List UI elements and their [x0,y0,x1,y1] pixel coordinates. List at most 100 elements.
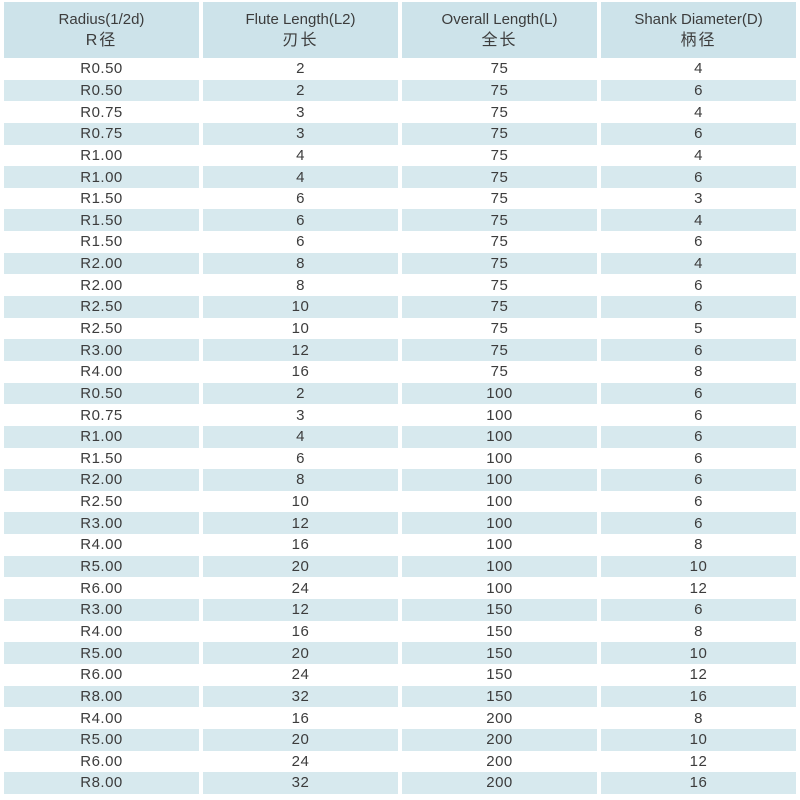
cell-overall-length: 75 [402,144,597,167]
cell-flute-length: 20 [203,728,398,751]
cell-radius: R8.00 [4,685,199,708]
cell-overall-length: 200 [402,728,597,751]
cell-flute-length: 24 [203,577,398,600]
cell-radius: R0.75 [4,101,199,123]
cell-overall-length: 100 [402,447,597,470]
cell-flute-length: 32 [203,772,398,794]
cell-flute-length: 16 [203,534,398,556]
table-row: R8.00 32 150 16 [4,685,796,708]
cell-radius: R1.50 [4,447,199,470]
cell-shank-diameter: 6 [601,404,796,426]
cell-flute-length: 3 [203,122,398,145]
cell-radius: R0.50 [4,58,199,80]
cell-radius: R3.00 [4,512,199,535]
cell-radius: R6.00 [4,577,199,600]
cell-shank-diameter: 6 [601,122,796,145]
cell-flute-length: 24 [203,663,398,686]
header-overall-length-zh: 全长 [481,32,518,49]
table-row: R0.50 2 100 6 [4,382,796,405]
header-shank-diameter-zh: 柄径 [680,32,717,49]
cell-shank-diameter: 16 [601,685,796,708]
cell-flute-length: 4 [203,425,398,448]
cell-flute-length: 6 [203,231,398,253]
cell-overall-length: 75 [402,317,597,340]
cell-overall-length: 150 [402,642,597,664]
cell-shank-diameter: 12 [601,577,796,600]
cell-shank-diameter: 10 [601,728,796,751]
cell-radius: R1.50 [4,231,199,253]
cell-overall-length: 75 [402,79,597,102]
cell-flute-length: 4 [203,166,398,188]
cell-flute-length: 12 [203,512,398,535]
table-row: R2.00 8 75 4 [4,252,796,275]
cell-flute-length: 2 [203,79,398,102]
cell-overall-length: 75 [402,274,597,297]
table-row: R1.50 6 75 4 [4,209,796,232]
header-flute-length-en: Flute Length(L2) [245,11,356,28]
cell-overall-length: 150 [402,599,597,621]
cell-overall-length: 75 [402,252,597,275]
cell-shank-diameter: 4 [601,144,796,167]
cell-shank-diameter: 8 [601,620,796,643]
table-row: R5.00 20 200 10 [4,728,796,751]
table-row: R3.00 12 150 6 [4,599,796,621]
table-row: R4.00 16 75 8 [4,360,796,383]
cell-shank-diameter: 8 [601,707,796,729]
cell-radius: R4.00 [4,620,199,643]
table-row: R1.50 6 75 6 [4,231,796,253]
cell-overall-length: 100 [402,469,597,491]
table-row: R0.75 3 75 4 [4,101,796,123]
cell-flute-length: 3 [203,404,398,426]
cell-shank-diameter: 10 [601,555,796,578]
cell-shank-diameter: 8 [601,360,796,383]
table-row: R2.50 10 100 6 [4,490,796,513]
table-row: R1.50 6 75 3 [4,187,796,210]
cell-overall-length: 100 [402,382,597,405]
table-row: R2.00 8 100 6 [4,469,796,491]
cell-overall-length: 75 [402,231,597,253]
cell-overall-length: 100 [402,404,597,426]
header-flute-length-zh: 刃长 [282,32,319,49]
cell-radius: R3.00 [4,339,199,361]
cell-shank-diameter: 8 [601,534,796,556]
cell-radius: R1.00 [4,425,199,448]
cell-overall-length: 75 [402,296,597,318]
cell-shank-diameter: 3 [601,187,796,210]
table-row: R8.00 32 200 16 [4,772,796,794]
header-overall-length-en: Overall Length(L) [441,11,558,28]
table-row: R5.00 20 100 10 [4,555,796,578]
cell-shank-diameter: 6 [601,79,796,102]
table-row: R4.00 16 100 8 [4,534,796,556]
cell-flute-length: 8 [203,252,398,275]
cell-flute-length: 16 [203,620,398,643]
cell-flute-length: 6 [203,187,398,210]
cell-flute-length: 4 [203,144,398,167]
cell-overall-length: 75 [402,360,597,383]
cell-radius: R8.00 [4,772,199,794]
cell-radius: R4.00 [4,707,199,729]
cell-radius: R2.50 [4,317,199,340]
cell-overall-length: 100 [402,490,597,513]
cell-radius: R2.00 [4,274,199,297]
table-row: R2.50 10 75 5 [4,317,796,340]
cell-radius: R1.50 [4,209,199,232]
table-row: R3.00 12 100 6 [4,512,796,535]
cell-radius: R2.00 [4,252,199,275]
cell-flute-length: 6 [203,447,398,470]
cell-flute-length: 32 [203,685,398,708]
header-shank-diameter-en: Shank Diameter(D) [634,11,763,28]
cell-flute-length: 8 [203,469,398,491]
table-row: R2.50 10 75 6 [4,296,796,318]
cell-overall-length: 100 [402,512,597,535]
cell-radius: R0.50 [4,79,199,102]
cell-flute-length: 16 [203,707,398,729]
cell-radius: R2.00 [4,469,199,491]
cell-radius: R2.50 [4,296,199,318]
cell-shank-diameter: 5 [601,317,796,340]
table-row: R6.00 24 100 12 [4,577,796,600]
cell-shank-diameter: 4 [601,101,796,123]
cell-flute-length: 20 [203,642,398,664]
cell-shank-diameter: 6 [601,447,796,470]
cell-radius: R0.75 [4,122,199,145]
